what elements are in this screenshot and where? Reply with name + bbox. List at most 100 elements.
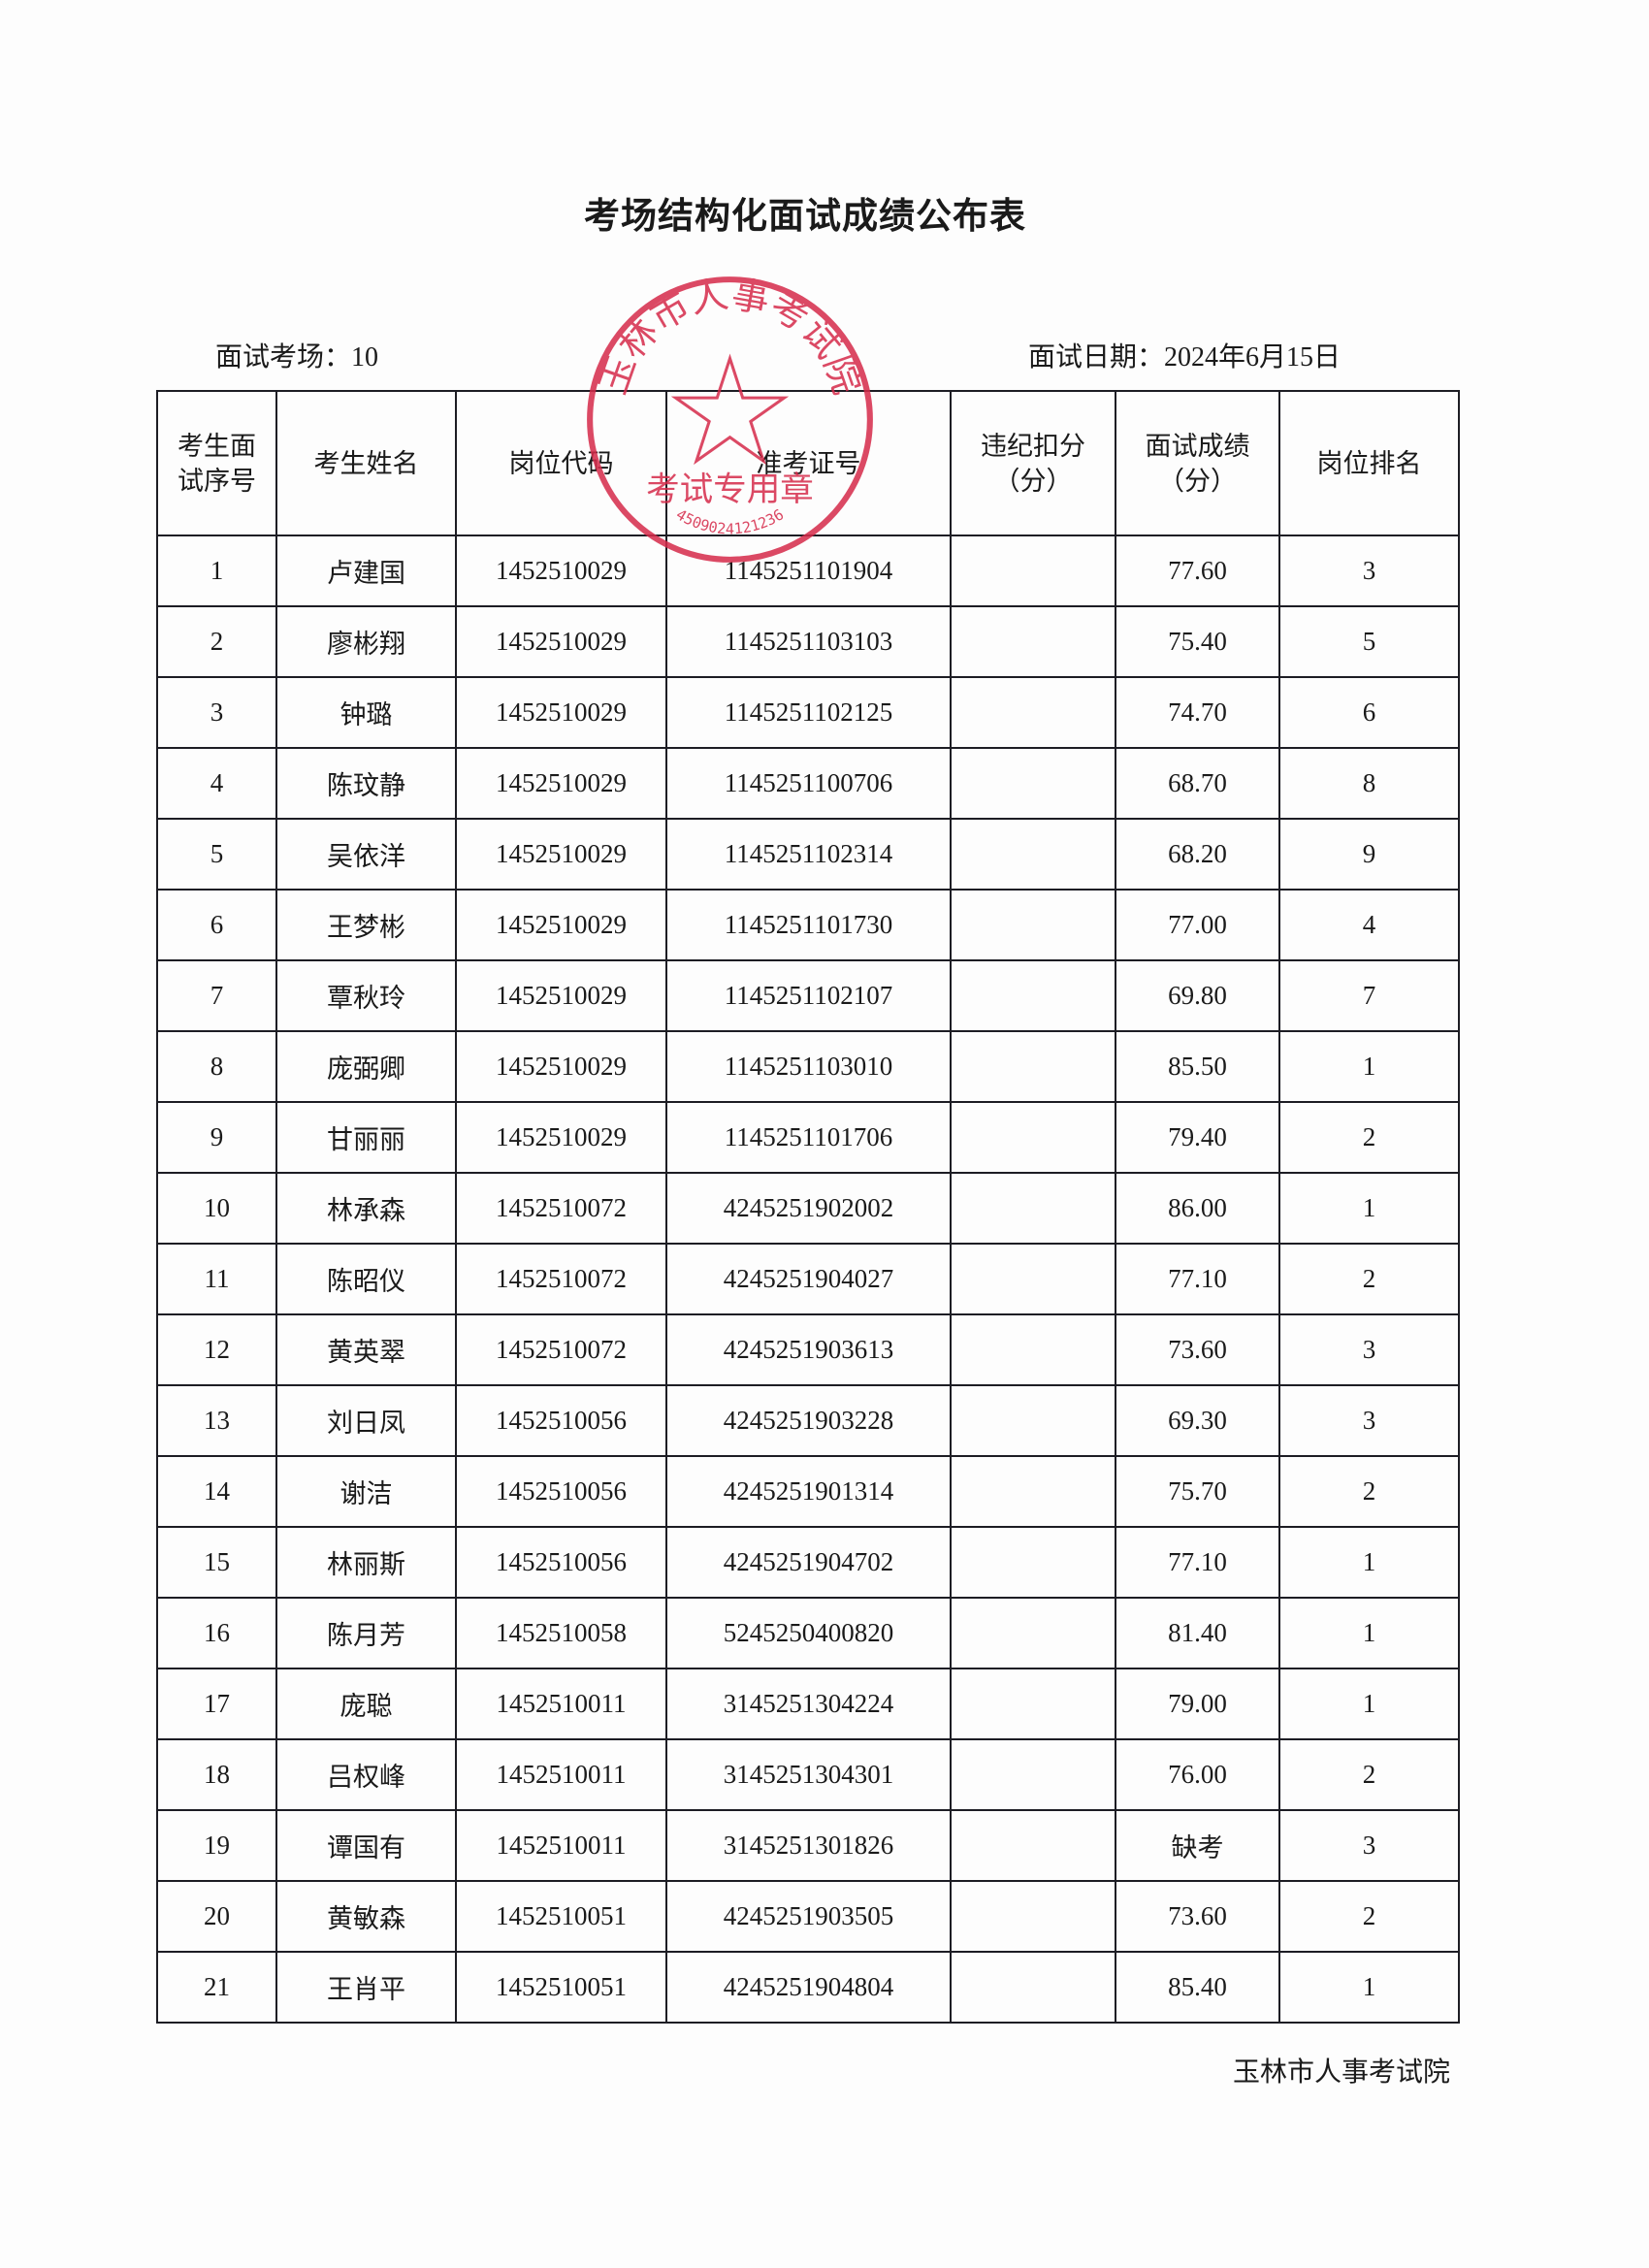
cell-post-code: 1452510029 [455,818,667,891]
cell-name: 庞弼卿 [275,1030,457,1103]
cell-name: 谭国有 [275,1809,457,1882]
cell-score: 73.60 [1115,1880,1280,1953]
cell-name: 吕权峰 [275,1738,457,1811]
cell-post-code: 1452510072 [455,1313,667,1386]
table-row: 2 廖彬翔 1452510029 1145251103103 75.40 5 [156,605,1460,678]
table-row: 9 甘丽丽 1452510029 1145251101706 79.40 2 [156,1101,1460,1174]
cell-score: 77.60 [1115,535,1280,607]
cell-name: 谢洁 [275,1455,457,1528]
table-row: 4 陈玟静 1452510029 1145251100706 68.70 8 [156,747,1460,820]
cell-seq: 17 [156,1668,277,1740]
table-row: 3 钟璐 1452510029 1145251102125 74.70 6 [156,676,1460,749]
cell-ticket-no: 1145251101706 [665,1101,952,1174]
cell-seq: 1 [156,535,277,607]
cell-ticket-no: 4245251903228 [665,1384,952,1457]
cell-ticket-no: 1145251102107 [665,959,952,1032]
cell-ticket-no: 5245250400820 [665,1597,952,1669]
cell-name: 陈昭仪 [275,1243,457,1315]
cell-penalty [950,1526,1116,1599]
cell-rank: 9 [1278,818,1460,891]
cell-post-code: 1452510056 [455,1455,667,1528]
cell-post-code: 1452510029 [455,747,667,820]
cell-penalty [950,1809,1116,1882]
cell-ticket-no: 1145251103010 [665,1030,952,1103]
cell-seq: 13 [156,1384,277,1457]
cell-name: 吴依洋 [275,818,457,891]
cell-penalty [950,1668,1116,1740]
cell-name: 陈月芳 [275,1597,457,1669]
cell-ticket-no: 1145251101904 [665,535,952,607]
cell-rank: 3 [1278,1313,1460,1386]
cell-score: 68.70 [1115,747,1280,820]
cell-name: 庞聪 [275,1668,457,1740]
cell-rank: 4 [1278,889,1460,961]
cell-score: 86.00 [1115,1172,1280,1245]
cell-name: 覃秋玲 [275,959,457,1032]
cell-rank: 5 [1278,605,1460,678]
cell-name: 刘日凤 [275,1384,457,1457]
svg-text:玉林市人事考试院: 玉林市人事考试院 [592,273,869,400]
cell-ticket-no: 3145251304301 [665,1738,952,1811]
cell-post-code: 1452510029 [455,889,667,961]
cell-seq: 7 [156,959,277,1032]
cell-penalty [950,747,1116,820]
cell-seq: 14 [156,1455,277,1528]
table-row: 8 庞弼卿 1452510029 1145251103010 85.50 1 [156,1030,1460,1103]
cell-rank: 3 [1278,1384,1460,1457]
cell-rank: 1 [1278,1526,1460,1599]
cell-rank: 1 [1278,1668,1460,1740]
cell-penalty [950,1951,1116,2024]
cell-post-code: 1452510072 [455,1243,667,1315]
cell-ticket-no: 4245251903505 [665,1880,952,1953]
table-row: 20 黄敏森 1452510051 4245251903505 73.60 2 [156,1880,1460,1953]
cell-penalty [950,1172,1116,1245]
cell-name: 廖彬翔 [275,605,457,678]
issuer-footer: 玉林市人事考试院 [1232,2057,1450,2088]
cell-rank: 7 [1278,959,1460,1032]
cell-penalty [950,676,1116,749]
cell-seq: 8 [156,1030,277,1103]
cell-score: 75.70 [1115,1455,1280,1528]
cell-ticket-no: 3145251301826 [665,1809,952,1882]
cell-rank: 2 [1278,1880,1460,1953]
cell-score: 76.00 [1115,1738,1280,1811]
cell-post-code: 1452510056 [455,1526,667,1599]
cell-post-code: 1452510029 [455,605,667,678]
table-row: 17 庞聪 1452510011 3145251304224 79.00 1 [156,1668,1460,1740]
cell-name: 黄敏森 [275,1880,457,1953]
cell-score: 77.10 [1115,1243,1280,1315]
cell-seq: 12 [156,1313,277,1386]
cell-score: 81.40 [1115,1597,1280,1669]
cell-ticket-no: 3145251304224 [665,1668,952,1740]
cell-penalty [950,889,1116,961]
cell-score: 79.00 [1115,1668,1280,1740]
table-row: 12 黄英翠 1452510072 4245251903613 73.60 3 [156,1313,1460,1386]
cell-ticket-no: 1145251103103 [665,605,952,678]
cell-score: 85.50 [1115,1030,1280,1103]
cell-score: 77.00 [1115,889,1280,961]
cell-seq: 4 [156,747,277,820]
cell-seq: 3 [156,676,277,749]
cell-ticket-no: 4245251901314 [665,1455,952,1528]
cell-rank: 1 [1278,1172,1460,1245]
cell-seq: 11 [156,1243,277,1315]
cell-name: 林承森 [275,1172,457,1245]
table-row: 16 陈月芳 1452510058 5245250400820 81.40 1 [156,1597,1460,1669]
table-row: 11 陈昭仪 1452510072 4245251904027 77.10 2 [156,1243,1460,1315]
cell-ticket-no: 1145251102314 [665,818,952,891]
cell-post-code: 1452510051 [455,1951,667,2024]
cell-seq: 15 [156,1526,277,1599]
cell-post-code: 1452510011 [455,1738,667,1811]
cell-name: 钟璐 [275,676,457,749]
cell-penalty [950,1030,1116,1103]
cell-name: 王梦彬 [275,889,457,961]
cell-ticket-no: 1145251102125 [665,676,952,749]
cell-post-code: 1452510029 [455,676,667,749]
cell-post-code: 1452510056 [455,1384,667,1457]
table-body: 1 卢建国 1452510029 1145251101904 77.60 3 2 廖彬翔 145… [156,535,1460,2024]
table-row: 13 刘日凤 1452510056 4245251903228 69.30 3 [156,1384,1460,1457]
cell-post-code: 1452510029 [455,1030,667,1103]
cell-rank: 3 [1278,535,1460,607]
cell-post-code: 1452510011 [455,1668,667,1740]
cell-name: 甘丽丽 [275,1101,457,1174]
